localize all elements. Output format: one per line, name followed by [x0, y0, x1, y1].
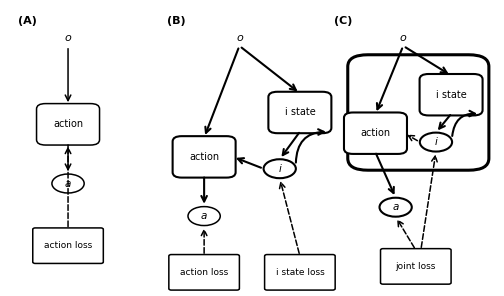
Text: i state: i state — [284, 107, 316, 118]
Circle shape — [420, 133, 452, 152]
FancyBboxPatch shape — [268, 92, 332, 133]
Text: joint loss: joint loss — [396, 262, 436, 271]
FancyBboxPatch shape — [33, 228, 103, 263]
FancyBboxPatch shape — [169, 255, 239, 290]
Circle shape — [52, 174, 84, 193]
FancyBboxPatch shape — [172, 136, 235, 178]
Text: action loss: action loss — [44, 241, 92, 250]
Text: (A): (A) — [18, 16, 37, 26]
Circle shape — [188, 207, 220, 226]
Text: a: a — [393, 202, 399, 212]
Text: i state loss: i state loss — [276, 268, 324, 277]
FancyBboxPatch shape — [265, 255, 335, 290]
Text: o: o — [65, 33, 72, 44]
Text: o: o — [236, 33, 243, 44]
Text: i: i — [434, 137, 437, 147]
FancyBboxPatch shape — [419, 74, 482, 115]
Text: i state: i state — [435, 90, 467, 100]
FancyBboxPatch shape — [344, 112, 407, 154]
Text: a: a — [65, 178, 71, 189]
Text: (B): (B) — [167, 16, 185, 26]
Text: (C): (C) — [334, 16, 352, 26]
Text: action: action — [360, 128, 391, 138]
FancyBboxPatch shape — [37, 104, 100, 145]
Text: o: o — [400, 33, 407, 44]
Circle shape — [264, 159, 296, 178]
Text: a: a — [201, 211, 207, 221]
Text: action: action — [189, 152, 219, 162]
Circle shape — [380, 198, 412, 217]
FancyBboxPatch shape — [381, 249, 451, 284]
Text: i: i — [278, 164, 281, 174]
Text: action: action — [53, 119, 83, 129]
Text: action loss: action loss — [180, 268, 228, 277]
